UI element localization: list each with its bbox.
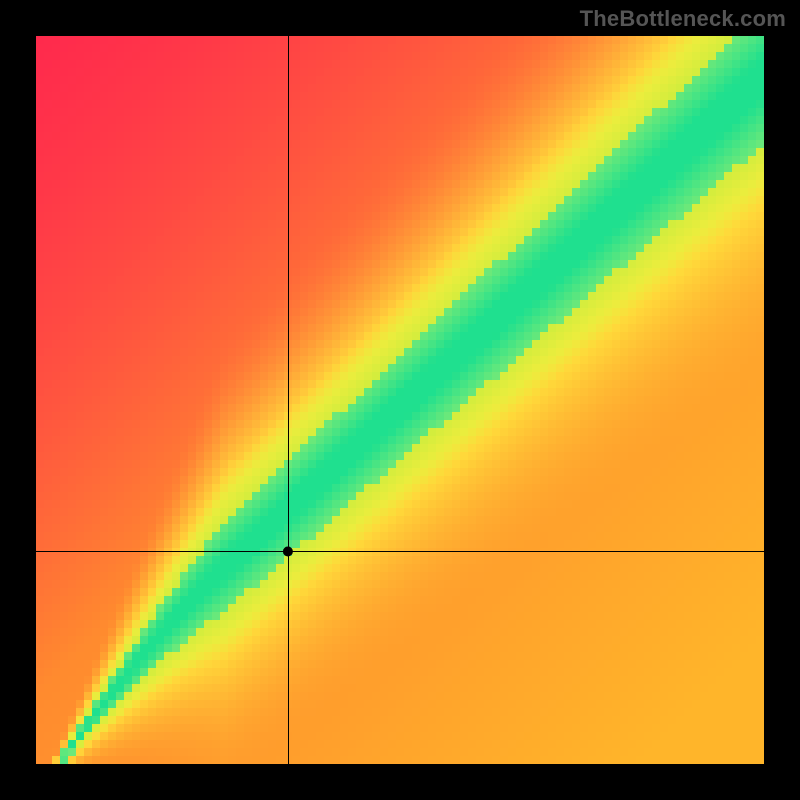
- bottleneck-heatmap-container: TheBottleneck.com: [0, 0, 800, 800]
- heatmap-canvas: [0, 0, 800, 800]
- watermark-text: TheBottleneck.com: [580, 6, 786, 32]
